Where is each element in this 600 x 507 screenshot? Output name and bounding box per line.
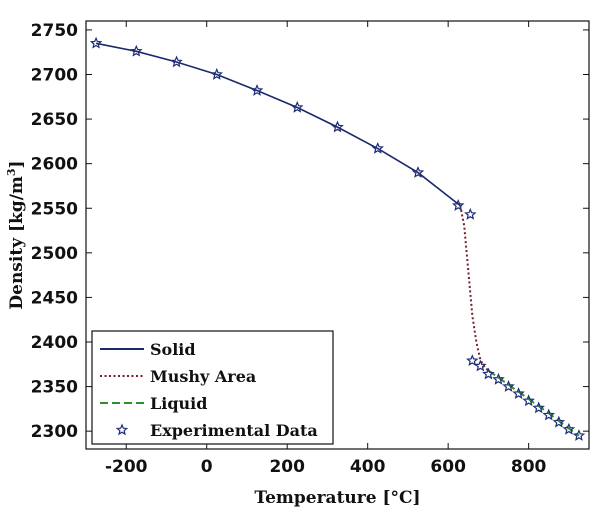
data-point [502, 380, 515, 392]
x-tick-label: 400 [350, 457, 386, 477]
legend-label-liquid: Liquid [150, 394, 207, 413]
data-point [492, 372, 505, 385]
data-point [464, 207, 477, 220]
data-point [291, 100, 304, 113]
y-tick-label: 2300 [31, 422, 78, 442]
data-point [170, 55, 183, 68]
x-tick-label: 800 [511, 457, 547, 477]
data-point [411, 166, 425, 178]
series-line-mushy-area [459, 205, 490, 372]
series-experimental-data [89, 36, 586, 441]
data-point [512, 387, 525, 400]
y-tick-label: 2600 [31, 155, 78, 175]
data-point [210, 67, 224, 80]
y-tick-label: 2450 [31, 288, 78, 308]
y-tick-label: 2400 [31, 333, 78, 353]
legend-label-mushy-area: Mushy Area [150, 367, 256, 386]
y-tick-label: 2700 [31, 66, 78, 86]
data-point [451, 199, 465, 211]
axes: -200 0 200 400 600 800 2300 2350 2400 2450 2500 255… [31, 20, 590, 477]
y-tick-label: 2500 [31, 244, 78, 264]
y-tick-label: 2650 [31, 110, 78, 130]
data-point [562, 422, 576, 435]
series-line-solid [95, 42, 461, 207]
x-tick-label: 200 [269, 457, 305, 477]
data-point [572, 429, 586, 441]
data-point [331, 120, 344, 133]
plot-area [89, 36, 586, 441]
legend: Solid Mushy Area Liquid Experimental Data [91, 330, 334, 445]
y-axis-label-superscript: 3 [5, 168, 18, 176]
data-point [542, 408, 556, 421]
x-tick-label: -200 [105, 457, 148, 477]
data-point [532, 401, 545, 414]
y-axis-label: Density [kg/m3] [5, 160, 27, 309]
legend-label-experimental-data: Experimental Data [150, 421, 318, 440]
data-point [466, 354, 479, 367]
x-axis-label: Temperature [°C] [254, 488, 420, 507]
x-tick-label: 600 [430, 457, 466, 477]
data-point [250, 83, 264, 96]
y-tick-label: 2350 [31, 378, 78, 398]
y-tick-label: 2550 [31, 199, 78, 219]
data-point [130, 44, 143, 57]
series-line-liquid [487, 369, 580, 437]
data-point [552, 415, 566, 428]
x-tick-label: 0 [201, 457, 213, 477]
data-point [371, 141, 384, 154]
data-point [474, 359, 487, 372]
y-axis-label-close: ] [7, 160, 27, 168]
data-point [522, 394, 535, 407]
y-tick-label: 2750 [31, 21, 78, 41]
y-axis-label-main: Density [kg/m [7, 176, 27, 310]
plot-frame [85, 20, 590, 450]
legend-label-solid: Solid [150, 340, 196, 359]
data-point [89, 36, 103, 49]
data-point [482, 367, 495, 380]
legend-swatch-experimental-data [115, 423, 129, 436]
